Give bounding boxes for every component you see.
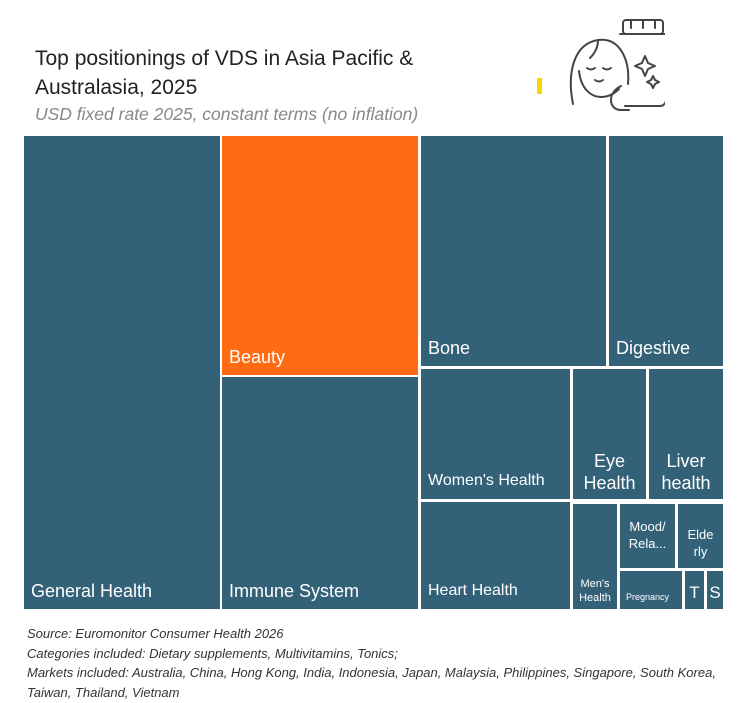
label: Bone <box>428 338 471 358</box>
label: T <box>689 583 700 602</box>
tile-womens-health[interactable]: Women's Health <box>421 369 570 499</box>
label: Immune System <box>229 581 360 601</box>
tile-bone[interactable]: Bone <box>421 136 606 366</box>
beauty-supplement-icon <box>569 19 665 111</box>
label: Eye Health <box>583 451 636 493</box>
chart-subtitle: USD fixed rate 2025, constant terms (no … <box>35 104 419 124</box>
label: Digestive <box>616 338 691 358</box>
categories-note: Categories included: Dietary supplements… <box>27 645 398 661</box>
label: General Health <box>31 581 153 601</box>
label: Mood/ Rela... <box>628 519 667 551</box>
source-note: Source: Euromonitor Consumer Health 2026 <box>27 626 284 641</box>
tile-pregnancy[interactable]: Pregnancy <box>620 571 682 609</box>
label: Men's Health <box>579 578 611 604</box>
tile-liver-health[interactable]: Liver health <box>649 369 723 499</box>
tile-eye-health[interactable]: Eye Health <box>573 369 646 499</box>
chart-title: Top positionings of VDS in Asia Pacific … <box>35 47 414 99</box>
tile-elderly[interactable]: Elde rly <box>678 504 723 568</box>
tile-digestive[interactable]: Digestive <box>609 136 723 366</box>
tile-general-health[interactable]: General Health <box>24 136 220 609</box>
tile-s[interactable]: S <box>707 571 723 609</box>
footnotes: Source: Euromonitor Consumer Health 2026… <box>27 624 727 702</box>
label: S <box>709 583 721 602</box>
tile-beauty[interactable]: Beauty <box>222 136 418 375</box>
label: Elde rly <box>687 527 714 559</box>
label: Pregnancy <box>626 592 670 602</box>
label: Heart Health <box>428 582 518 599</box>
accent-mark <box>537 78 542 94</box>
tile-immune-system[interactable]: Immune System <box>222 377 418 609</box>
tile-heart-health[interactable]: Heart Health <box>421 502 570 609</box>
label: Liver health <box>661 451 711 493</box>
label: Women's Health <box>428 472 545 489</box>
tile-mood-relaxation[interactable]: Mood/ Rela... <box>620 504 675 568</box>
tile-mens-health[interactable]: Men's Health <box>573 504 617 609</box>
tile-t[interactable]: T <box>685 571 704 609</box>
markets-note: Markets included: Australia, China, Hong… <box>27 665 716 700</box>
label: Beauty <box>229 347 286 367</box>
